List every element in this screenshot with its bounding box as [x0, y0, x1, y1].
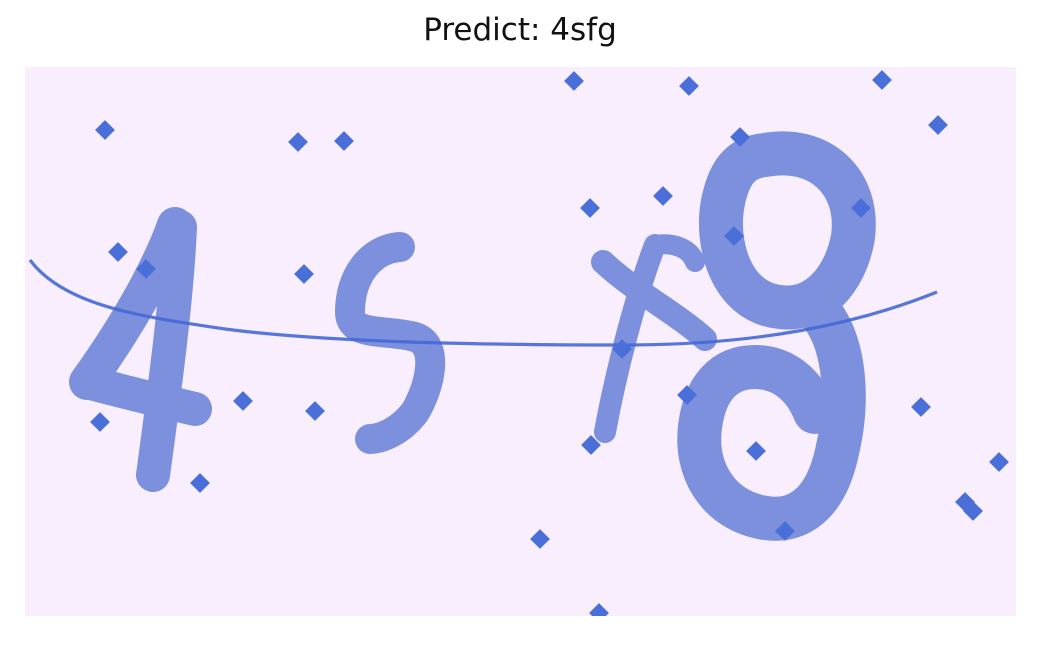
- prediction-title: Predict: 4sfg: [423, 12, 617, 48]
- captcha-image: [25, 67, 1016, 616]
- noise-curve: [28, 259, 938, 347]
- glyph-g: [677, 131, 876, 541]
- glyph-s: [335, 232, 446, 454]
- captcha-image-icon: [25, 67, 1016, 616]
- glyph-f: [591, 234, 717, 443]
- glyph-4: [69, 207, 212, 492]
